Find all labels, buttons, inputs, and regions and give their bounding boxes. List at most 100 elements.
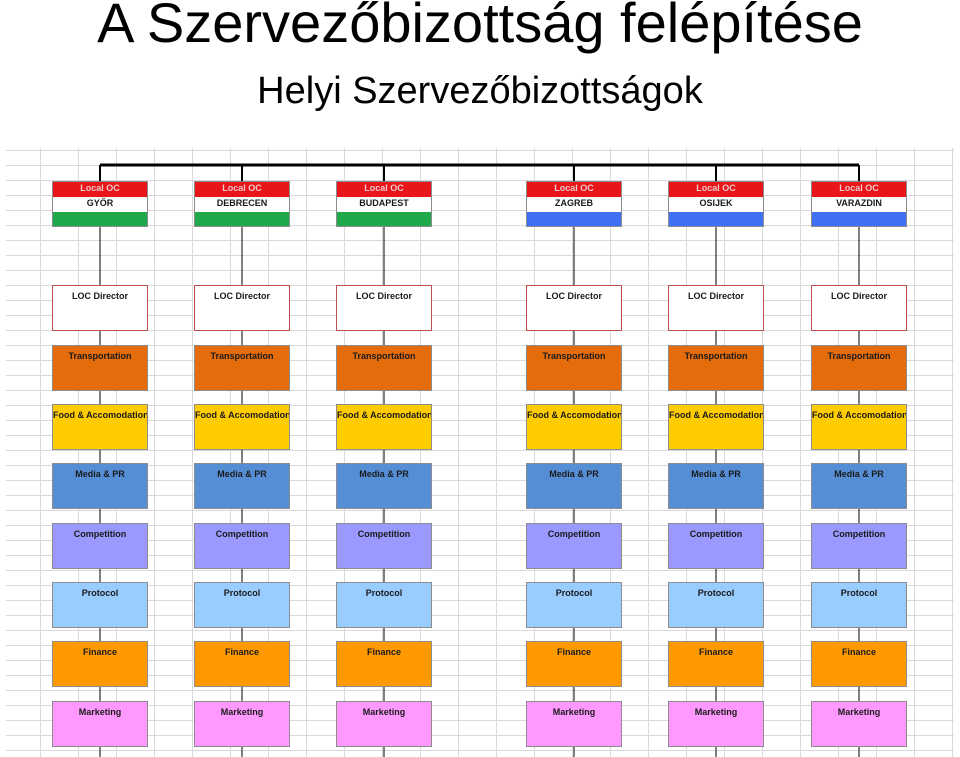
role-box: Finance [668, 641, 764, 687]
role-box: Transportation [526, 345, 622, 391]
role-box: Marketing [668, 701, 764, 747]
role-box: LOC Director [194, 285, 290, 331]
page-subtitle: Helyi Szervezőbizottságok [257, 70, 703, 112]
role-label: Competition [547, 529, 601, 539]
role-label: Finance [82, 647, 117, 657]
role-label: Finance [698, 647, 733, 657]
flag-band-red [195, 182, 289, 197]
role-box: Protocol [668, 582, 764, 628]
role-box: Marketing [526, 701, 622, 747]
role-box: Media & PR [336, 463, 432, 509]
flag-band-white [195, 197, 289, 212]
role-box: Protocol [52, 582, 148, 628]
role-box: Finance [811, 641, 907, 687]
role-label: Protocol [81, 588, 119, 598]
role-label: Competition [832, 529, 886, 539]
role-label: Food & Accomodation [527, 410, 622, 420]
role-label: Transportation [684, 351, 748, 361]
role-label: Marketing [837, 707, 881, 717]
role-box: Competition [336, 523, 432, 569]
local-oc-label: Local OC [839, 183, 879, 193]
role-label: Media & PR [359, 469, 409, 479]
role-box: Transportation [668, 345, 764, 391]
role-box: Marketing [52, 701, 148, 747]
role-label: Marketing [552, 707, 596, 717]
flag-band-red [669, 182, 763, 197]
flag-band-bottom [812, 212, 906, 226]
role-label: Food & Accomodation [337, 410, 432, 420]
role-box: LOC Director [336, 285, 432, 331]
role-label: Marketing [694, 707, 738, 717]
flag-band-bottom [337, 212, 431, 226]
role-label: Media & PR [691, 469, 741, 479]
role-box: Protocol [336, 582, 432, 628]
role-box: LOC Director [52, 285, 148, 331]
role-label: Finance [224, 647, 259, 657]
role-label: LOC Director [213, 291, 270, 301]
local-oc-header: Local OC VARAZDIN [811, 181, 907, 227]
role-box: Protocol [194, 582, 290, 628]
local-oc-label: Local OC [364, 183, 404, 193]
role-box: Food & Accomodation [52, 404, 148, 450]
role-label: Food & Accomodation [53, 410, 148, 420]
role-label: Competition [73, 529, 127, 539]
role-label: Protocol [365, 588, 403, 598]
local-oc-city: OSIJEK [699, 198, 733, 208]
role-box: Media & PR [811, 463, 907, 509]
flag-band-bottom [53, 212, 147, 226]
role-box: Competition [52, 523, 148, 569]
role-label: Finance [366, 647, 401, 657]
local-oc-label: Local OC [80, 183, 120, 193]
local-oc-city: DEBRECEN [216, 198, 268, 208]
role-box: LOC Director [668, 285, 764, 331]
role-box: Media & PR [526, 463, 622, 509]
local-oc-label: Local OC [696, 183, 736, 193]
role-box: Media & PR [194, 463, 290, 509]
role-box: LOC Director [526, 285, 622, 331]
role-label: Protocol [555, 588, 593, 598]
role-label: Media & PR [834, 469, 884, 479]
role-box: Food & Accomodation [668, 404, 764, 450]
local-oc-label: Local OC [222, 183, 262, 193]
role-label: Transportation [68, 351, 132, 361]
role-label: Protocol [223, 588, 261, 598]
local-oc-header: Local OC GYŐR [52, 181, 148, 227]
role-label: Competition [215, 529, 269, 539]
role-label: Transportation [542, 351, 606, 361]
role-label: Food & Accomodation [669, 410, 764, 420]
role-label: LOC Director [687, 291, 744, 301]
role-label: Finance [556, 647, 591, 657]
flag-band-bottom [527, 212, 621, 226]
flag-band-white [527, 197, 621, 212]
role-box: Finance [194, 641, 290, 687]
role-box: Finance [526, 641, 622, 687]
local-oc-city: VARAZDIN [836, 198, 882, 208]
local-oc-header: Local OC OSIJEK [668, 181, 764, 227]
local-oc-label: Local OC [554, 183, 594, 193]
flag-band-bottom [195, 212, 289, 226]
role-label: LOC Director [545, 291, 602, 301]
role-box: Transportation [811, 345, 907, 391]
role-box: Finance [52, 641, 148, 687]
role-label: Competition [689, 529, 743, 539]
flag-band-red [527, 182, 621, 197]
role-box: Marketing [194, 701, 290, 747]
role-label: Food & Accomodation [812, 410, 907, 420]
role-box: Transportation [52, 345, 148, 391]
role-box: Protocol [526, 582, 622, 628]
role-label: Media & PR [217, 469, 267, 479]
role-label: Transportation [210, 351, 274, 361]
local-oc-city: GYŐR [86, 198, 114, 208]
role-label: Media & PR [75, 469, 125, 479]
flag-band-bottom [669, 212, 763, 226]
role-label: LOC Director [830, 291, 887, 301]
role-box: Media & PR [668, 463, 764, 509]
role-label: Food & Accomodation [195, 410, 290, 420]
role-label: Media & PR [549, 469, 599, 479]
role-box: LOC Director [811, 285, 907, 331]
local-oc-header: Local OC BUDAPEST [336, 181, 432, 227]
role-box: Food & Accomodation [336, 404, 432, 450]
flag-band-white [669, 197, 763, 212]
role-label: LOC Director [355, 291, 412, 301]
role-label: LOC Director [71, 291, 128, 301]
